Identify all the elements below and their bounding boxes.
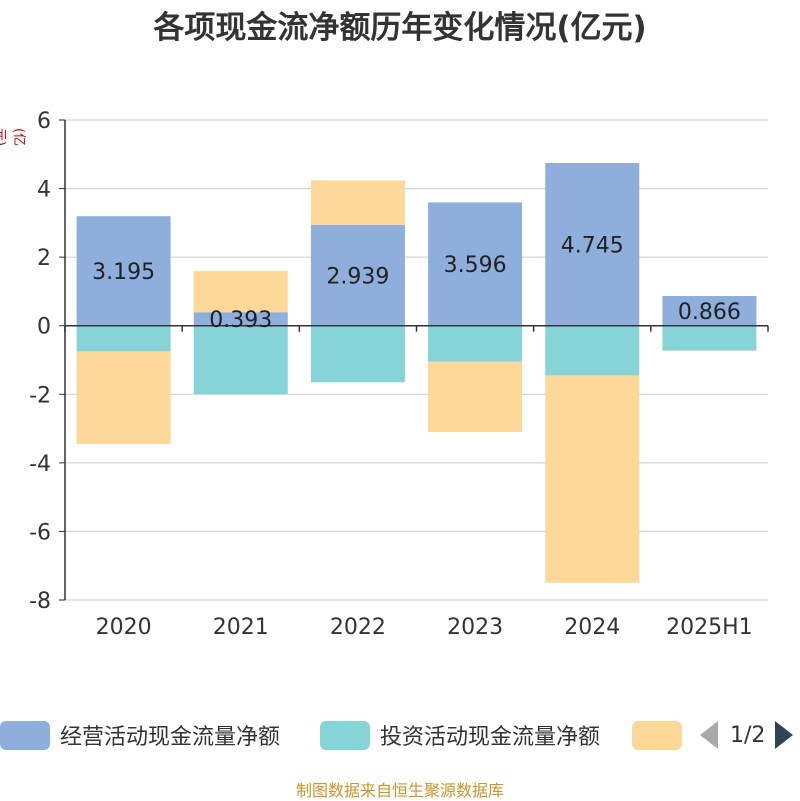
legend-swatch-investing	[320, 720, 370, 750]
bar-segment	[428, 202, 523, 326]
triangle-left-icon[interactable]	[700, 721, 718, 749]
bar-segment	[193, 271, 288, 313]
bar-segment	[193, 312, 288, 326]
legend-item-investing[interactable]: 投资活动现金流量净额	[320, 720, 600, 750]
x-category-label: 2020	[96, 615, 152, 640]
legend-swatch-operating	[0, 720, 50, 750]
bar-value-label: 0.866	[678, 300, 741, 325]
bar-segment	[76, 325, 171, 352]
x-category-label: 2025H1	[666, 615, 753, 640]
bar-segment	[545, 375, 640, 583]
chart-legend: 经营活动现金流量净额 投资活动现金流量净额 1/2	[0, 712, 800, 756]
bar-segment	[76, 216, 171, 326]
y-tick-label: -4	[29, 452, 51, 477]
bar-segment	[193, 325, 288, 395]
x-category-label: 2021	[213, 615, 269, 640]
y-tick-label: 2	[37, 246, 51, 271]
x-category-label: 2023	[447, 615, 503, 640]
bar-value-label: 0.393	[209, 308, 272, 333]
bar-segment	[428, 361, 523, 432]
triangle-right-icon[interactable]	[775, 721, 794, 749]
legend-label-operating: 经营活动现金流量净额	[60, 725, 281, 750]
x-category-label: 2024	[564, 615, 620, 640]
chart-title: 各项现金流净额历年变化情况(亿元)	[153, 10, 647, 46]
bar-value-label: 2.939	[326, 264, 389, 289]
bar-value-label: 3.596	[444, 253, 507, 278]
bar-segment	[662, 350, 757, 352]
bar-segment	[662, 296, 757, 326]
y-tick-label: 6	[37, 109, 51, 134]
y-tick-label: 4	[37, 178, 51, 203]
bar-segment	[662, 325, 757, 351]
bar-segment	[310, 180, 405, 225]
bar-segment	[545, 163, 640, 326]
legend-item-operating[interactable]: 经营活动现金流量净额	[0, 720, 280, 750]
legend-swatch-financing	[632, 720, 682, 750]
bar-segment	[428, 325, 523, 362]
bar-segment	[76, 351, 171, 444]
legend-page-indicator: 1/2	[730, 722, 766, 748]
bar-value-label: 3.195	[92, 260, 155, 285]
y-tick-label: -2	[29, 383, 51, 408]
x-category-label: 2022	[330, 615, 386, 640]
bar-value-label: 4.745	[561, 233, 624, 258]
y-tick-label: -6	[29, 520, 51, 545]
legend-pager: 1/2	[700, 720, 794, 750]
bar-segment	[310, 325, 405, 383]
y-tick-label: 0	[37, 315, 51, 340]
y-tick-label: -8	[29, 589, 51, 614]
legend-label-investing: 投资活动现金流量净额	[380, 725, 601, 750]
bar-segment	[545, 325, 640, 376]
data-source-note: 制图数据来自恒生聚源数据库	[295, 781, 504, 800]
legend-item-financing[interactable]	[632, 720, 692, 750]
bar-segment	[310, 224, 405, 326]
